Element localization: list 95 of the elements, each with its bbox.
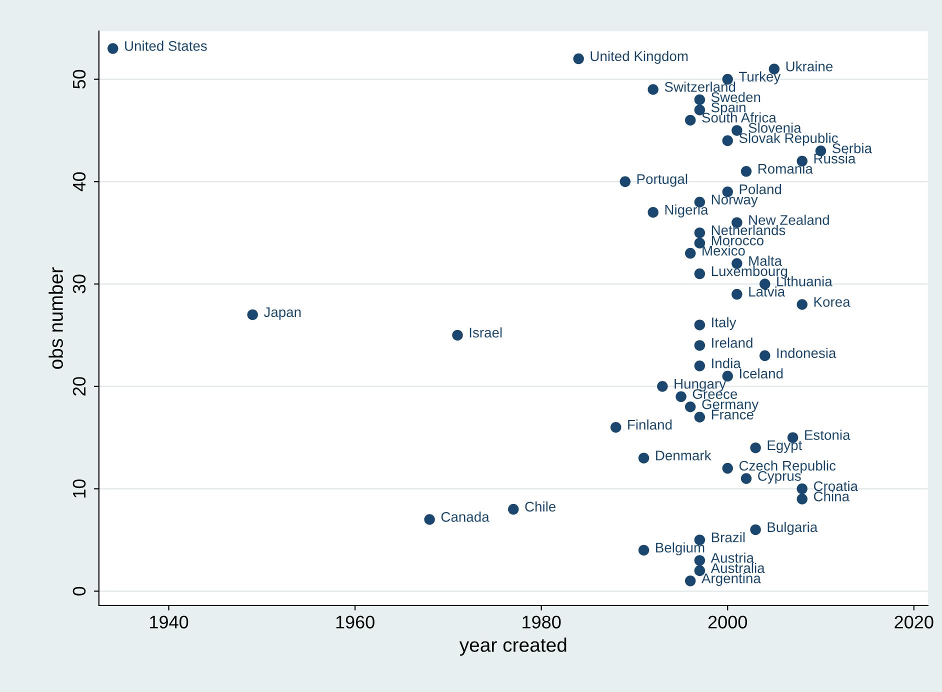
annotation: United Kingdom <box>590 50 688 64</box>
annotation: Poland <box>740 184 782 194</box>
annotation: Egypt <box>768 440 802 453</box>
point <box>638 544 650 556</box>
annotation: Finland <box>628 419 672 430</box>
annotation: Italy <box>712 317 736 330</box>
y-tick-label: 30 <box>72 274 86 294</box>
point <box>508 504 519 515</box>
annotation: Denmark <box>656 450 712 460</box>
point <box>722 135 733 146</box>
point <box>108 43 118 54</box>
annotation: Cyprus <box>758 471 801 484</box>
annotation: Sweden <box>711 92 760 102</box>
annotation: Germany <box>702 399 759 412</box>
point <box>740 166 752 177</box>
annotation: Mexico <box>702 245 745 256</box>
point <box>732 288 742 300</box>
y-tick-label: 10 <box>72 479 86 498</box>
point <box>648 84 658 95</box>
annotation: Nigeria <box>665 204 708 218</box>
point <box>684 248 696 259</box>
point <box>424 514 435 525</box>
annotation: Norway <box>712 194 758 208</box>
point <box>573 53 584 64</box>
annotation: Brazil <box>712 532 745 542</box>
point <box>694 94 706 106</box>
point <box>684 114 696 126</box>
point <box>694 340 706 351</box>
point <box>684 402 696 412</box>
annotation: Netherlands <box>712 224 786 236</box>
point <box>750 442 761 454</box>
y-axis-title: obs number <box>48 267 63 369</box>
annotation: Austria <box>710 552 754 563</box>
point <box>694 227 706 238</box>
point <box>620 176 631 188</box>
point <box>694 320 706 330</box>
annotation: China <box>814 491 850 502</box>
annotation: Argentina <box>702 573 761 586</box>
annotation: Iceland <box>740 368 783 379</box>
x-axis-title: year created <box>459 638 566 656</box>
annotation: Chile <box>525 501 556 512</box>
point <box>610 422 622 433</box>
point <box>796 494 808 504</box>
x-tick-label: 1980 <box>522 616 561 628</box>
annotation: Latvia <box>749 286 786 297</box>
point <box>648 206 658 218</box>
annotation: Israel <box>470 327 502 338</box>
annotation: Belgium <box>656 542 704 556</box>
annotation: India <box>712 358 741 368</box>
point <box>452 330 463 341</box>
x-tick-label: 1960 <box>336 616 374 628</box>
y-tick-label: 20 <box>72 377 86 396</box>
annotation: Turkey <box>739 71 781 84</box>
point <box>694 555 706 566</box>
annotation: United States <box>125 40 207 51</box>
point <box>759 350 770 362</box>
annotation: New Zealand <box>749 214 829 225</box>
annotation: Bulgaria <box>768 522 818 535</box>
annotation: Morocco <box>712 236 764 246</box>
y-tick-label: 0 <box>72 586 86 596</box>
annotation: Slovenia <box>748 122 802 133</box>
point <box>694 412 706 422</box>
point <box>684 576 696 586</box>
annotation: Portugal <box>637 174 688 187</box>
annotation: Malta <box>749 256 782 266</box>
point <box>796 483 808 494</box>
point <box>694 360 706 372</box>
annotation: Hungary <box>674 379 726 392</box>
point <box>676 391 686 402</box>
x-tick-label: 2000 <box>708 616 747 628</box>
point <box>750 524 761 536</box>
point <box>247 309 258 320</box>
y-tick-label: 50 <box>72 70 86 89</box>
point <box>740 473 752 484</box>
annotation: Greece <box>692 389 738 399</box>
annotation: Switzerland <box>664 82 736 92</box>
annotation: Canada <box>441 512 490 522</box>
annotation: Ukraine <box>786 61 833 72</box>
annotation: Korea <box>814 297 850 307</box>
annotation: Estonia <box>805 430 850 440</box>
point <box>694 268 706 280</box>
annotation: Indonesia <box>777 348 836 358</box>
annotation: Ireland <box>712 338 752 348</box>
point <box>796 299 808 310</box>
annotation: Romania <box>758 164 813 174</box>
point <box>638 452 650 464</box>
annotation: Australia <box>710 562 765 574</box>
annotation: Croatia <box>814 480 858 492</box>
point <box>657 381 668 392</box>
point <box>722 462 733 474</box>
x-tick-label: 1940 <box>150 616 188 628</box>
y-tick-label: 40 <box>72 172 86 192</box>
x-tick-label: 2020 <box>894 616 934 628</box>
annotation: France <box>712 410 754 420</box>
annotation: Japan <box>264 307 301 320</box>
